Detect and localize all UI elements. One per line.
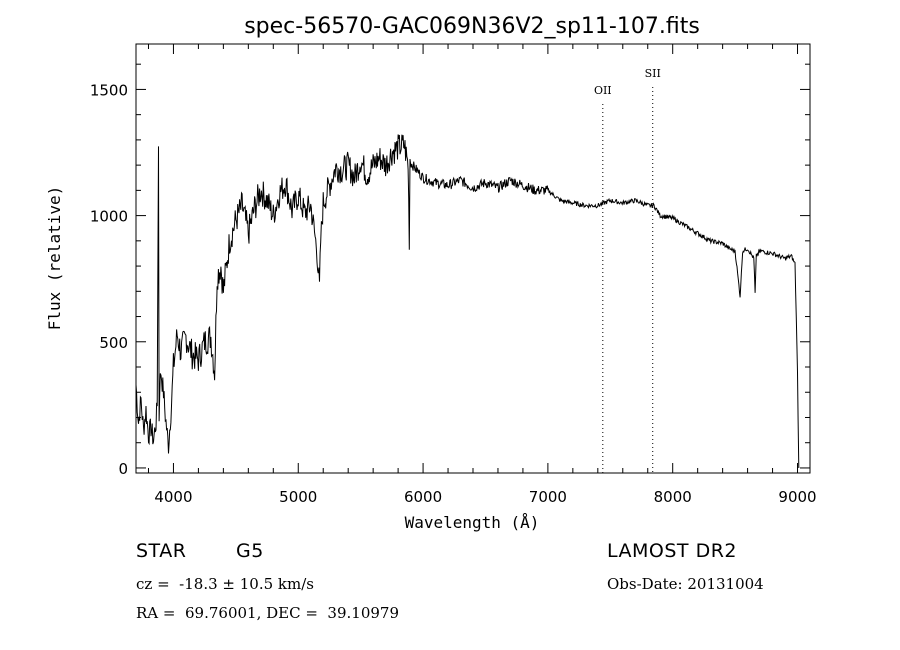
y-tick-label: 1500 bbox=[90, 81, 128, 99]
y-axis-label: Flux (relative) bbox=[45, 186, 64, 331]
spectral-subclass: G5 bbox=[236, 540, 264, 562]
plot-frame bbox=[135, 43, 811, 474]
redshift-value: cz = -18.3 ± 10.5 km/s bbox=[136, 575, 314, 593]
x-axis-label: Wavelength (Å) bbox=[405, 513, 540, 532]
survey-name: LAMOST DR2 bbox=[607, 540, 737, 562]
y-tick-label: 1000 bbox=[90, 208, 128, 226]
spectrum-line bbox=[135, 134, 800, 469]
x-tick-label: 9000 bbox=[778, 488, 816, 506]
line-markers: OII SII bbox=[594, 67, 661, 473]
object-type: STAR bbox=[136, 540, 187, 562]
x-tick-label: 5000 bbox=[279, 488, 317, 506]
observation-date: Obs-Date: 20131004 bbox=[607, 575, 764, 593]
coordinates: RA = 69.76001, DEC = 39.10979 bbox=[136, 604, 400, 622]
chart-title: spec-56570-GAC069N36V2_sp11-107.fits bbox=[244, 14, 700, 39]
axis-ticks bbox=[136, 44, 810, 473]
y-tick-label: 500 bbox=[99, 334, 128, 352]
line-label-sii: SII bbox=[645, 67, 661, 80]
tick-labels: 4000 5000 6000 7000 8000 9000 0 500 1000 1500 bbox=[90, 81, 817, 506]
x-tick-label: 6000 bbox=[404, 488, 442, 506]
line-label-oii: OII bbox=[594, 84, 612, 97]
spectrum-series bbox=[135, 134, 800, 469]
plot-border bbox=[135, 43, 811, 474]
x-tick-label: 7000 bbox=[529, 488, 567, 506]
x-tick-label: 8000 bbox=[654, 488, 692, 506]
y-tick-label: 0 bbox=[118, 460, 128, 478]
x-tick-label: 4000 bbox=[154, 488, 192, 506]
